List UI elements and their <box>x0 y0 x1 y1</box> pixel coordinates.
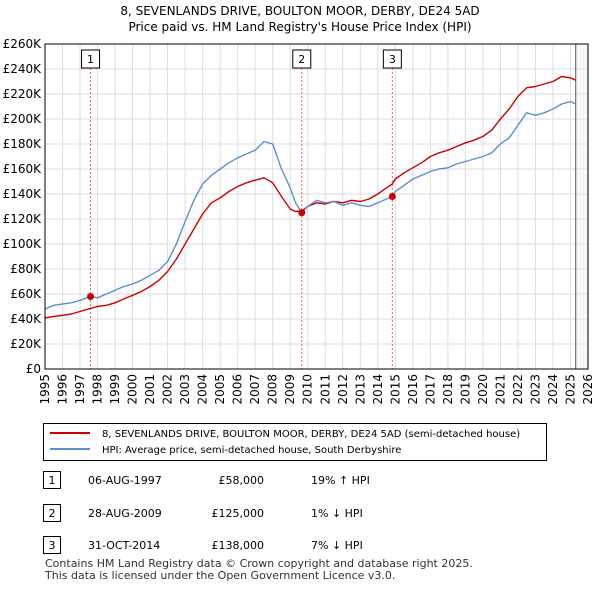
sale-point <box>388 193 396 200</box>
x-tick-label: 2007 <box>248 374 262 405</box>
transaction-price: £58,000 <box>218 474 265 487</box>
transaction-price: £125,000 <box>211 507 265 520</box>
x-tick-label: 2006 <box>231 374 245 405</box>
y-tick-label: £220K <box>3 87 43 101</box>
x-tick-label: 2003 <box>178 374 192 405</box>
x-tick-label: 2022 <box>511 374 525 405</box>
title-line-2: Price paid vs. HM Land Registry's House … <box>128 20 472 34</box>
title-line-1: 8, SEVENLANDS DRIVE, BOULTON MOOR, DERBY… <box>120 4 480 18</box>
hpi-series-line <box>44 100 577 310</box>
x-tick-label: 2023 <box>528 374 542 405</box>
transaction-date: 06-AUG-1997 <box>88 474 162 487</box>
x-tick-label: 2002 <box>161 374 175 405</box>
x-tick-label: 2011 <box>318 374 332 405</box>
sale-marker-label: 2 <box>298 53 305 66</box>
y-tick-label: £80K <box>10 262 42 276</box>
transaction-date: 28-AUG-2009 <box>88 507 162 520</box>
legend-label-price: 8, SEVENLANDS DRIVE, BOULTON MOOR, DERBY… <box>102 429 521 440</box>
x-tick-label: 2025 <box>563 374 577 405</box>
x-tick-label: 2004 <box>196 374 210 405</box>
footer-line-2: This data is licensed under the Open Gov… <box>45 569 396 582</box>
legend-item-hpi: HPI: Average price, semi-detached house,… <box>50 443 401 459</box>
y-tick-label: £40K <box>10 312 42 326</box>
transaction-hpi-diff: 1% ↓ HPI <box>311 507 363 520</box>
line-chart: £0 £20K £40K £60K £80K £100K £120K £140K £160K £1… <box>3 37 595 405</box>
y-tick-label: £160K <box>3 162 43 176</box>
transaction-row: 1 06-AUG-1997 £58,000 19% ↑ HPI <box>43 471 403 491</box>
sale-point <box>87 293 95 300</box>
x-tick-label: 2014 <box>371 374 385 405</box>
x-tick-label: 2010 <box>301 374 315 405</box>
y-tick-label: £240K <box>3 62 43 76</box>
transaction-price: £138,000 <box>211 539 265 552</box>
x-tick-label: 2020 <box>476 374 490 405</box>
attribution-footer: Contains HM Land Registry data © Crown c… <box>45 558 473 582</box>
y-tick-label: £0 <box>26 362 41 376</box>
sale-marker-label: 3 <box>389 53 396 66</box>
sale-point <box>298 209 306 217</box>
transaction-row: 2 28-AUG-2009 £125,000 1% ↓ HPI <box>43 504 403 524</box>
y-tick-label: £20K <box>10 337 42 351</box>
price-series-line <box>44 75 577 319</box>
chart-title: 8, SEVENLANDS DRIVE, BOULTON MOOR, DERBY… <box>0 3 600 35</box>
x-tick-label: 2015 <box>388 374 402 405</box>
legend-swatch-price <box>50 432 90 434</box>
transaction-hpi-diff: 19% ↑ HPI <box>311 474 370 487</box>
sale-marker-box <box>382 49 402 69</box>
x-tick-label: 2013 <box>353 374 367 405</box>
x-tick-label: 2009 <box>283 374 297 405</box>
y-tick-label: £120K <box>3 212 43 226</box>
y-tick-label: £100K <box>3 237 43 251</box>
legend-item-price: 8, SEVENLANDS DRIVE, BOULTON MOOR, DERBY… <box>50 427 520 443</box>
transaction-number: 1 <box>43 471 61 489</box>
footer-line-1: Contains HM Land Registry data © Crown c… <box>45 557 473 570</box>
x-tick-label: 2000 <box>126 374 140 405</box>
x-tick-label: 2026 <box>581 374 595 405</box>
y-tick-label: £140K <box>3 187 43 201</box>
x-tick-label: 1997 <box>73 374 87 405</box>
legend-label-hpi: HPI: Average price, semi-detached house,… <box>102 445 402 456</box>
x-tick-label: 2016 <box>406 374 420 405</box>
x-tick-label: 2024 <box>546 374 560 405</box>
y-tick-label: £60K <box>10 287 42 301</box>
transaction-number: 3 <box>43 536 61 554</box>
x-tick-label: 1999 <box>108 374 122 405</box>
plot-frame <box>44 43 589 370</box>
transaction-row: 3 31-OCT-2014 £138,000 7% ↓ HPI <box>43 536 403 556</box>
x-tick-label: 1996 <box>56 374 70 405</box>
x-tick-label: 2005 <box>213 374 227 405</box>
y-tick-label: £260K <box>3 37 43 51</box>
x-tick-label: 2012 <box>336 374 350 405</box>
x-tick-label: 1995 <box>38 374 52 405</box>
transaction-hpi-diff: 7% ↓ HPI <box>311 539 363 552</box>
x-tick-label: 1998 <box>91 374 105 405</box>
x-tick-label: 2001 <box>143 374 157 405</box>
sale-marker-label: 1 <box>87 53 94 66</box>
x-tick-label: 2017 <box>423 374 437 405</box>
y-tick-label: £200K <box>3 112 43 126</box>
transaction-date: 31-OCT-2014 <box>88 539 161 552</box>
x-tick-label: 2021 <box>493 374 507 405</box>
legend-swatch-hpi <box>50 448 90 450</box>
y-tick-label: £180K <box>3 137 43 151</box>
sale-marker-box <box>81 49 101 69</box>
plot-area <box>45 44 588 369</box>
x-tick-label: 2018 <box>441 374 455 405</box>
x-tick-label: 2019 <box>458 374 472 405</box>
chart-legend: 8, SEVENLANDS DRIVE, BOULTON MOOR, DERBY… <box>43 423 547 461</box>
x-tick-label: 2008 <box>266 374 280 405</box>
sale-marker-box <box>292 49 312 69</box>
transaction-number: 2 <box>43 504 61 522</box>
